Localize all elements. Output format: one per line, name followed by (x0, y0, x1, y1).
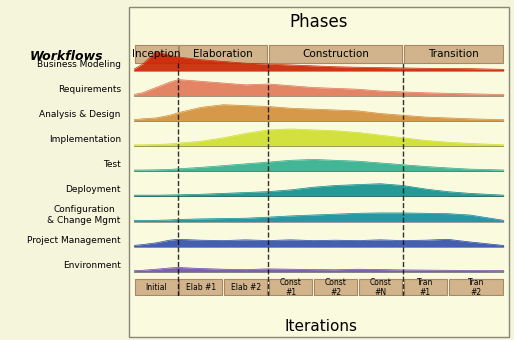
Text: Implementation: Implementation (49, 135, 121, 144)
Text: Elaboration: Elaboration (193, 49, 253, 59)
FancyBboxPatch shape (359, 279, 402, 295)
Text: Deployment: Deployment (65, 185, 121, 194)
Text: Configuration
& Change Mgmt: Configuration & Change Mgmt (47, 205, 121, 225)
Text: Environment: Environment (63, 261, 121, 270)
FancyBboxPatch shape (179, 46, 267, 63)
FancyBboxPatch shape (179, 279, 223, 295)
FancyBboxPatch shape (449, 279, 503, 295)
FancyBboxPatch shape (269, 279, 312, 295)
Text: Const
#2: Const #2 (324, 278, 346, 296)
Text: Iterations: Iterations (285, 319, 358, 334)
Text: Test: Test (103, 160, 121, 169)
FancyBboxPatch shape (403, 279, 447, 295)
Text: Initial: Initial (145, 283, 167, 292)
FancyBboxPatch shape (314, 279, 357, 295)
FancyBboxPatch shape (128, 7, 509, 337)
Text: Construction: Construction (302, 49, 369, 59)
FancyBboxPatch shape (269, 46, 402, 63)
FancyBboxPatch shape (135, 279, 178, 295)
Text: Tran
#2: Tran #2 (468, 278, 484, 296)
Text: Inception: Inception (132, 49, 180, 59)
Text: Transition: Transition (428, 49, 479, 59)
Text: Analysis & Design: Analysis & Design (40, 110, 121, 119)
FancyBboxPatch shape (135, 46, 178, 63)
Text: Project Management: Project Management (27, 236, 121, 245)
Text: Const
#1: Const #1 (280, 278, 302, 296)
Text: Workflows: Workflows (30, 50, 104, 63)
Text: Phases: Phases (289, 13, 348, 31)
FancyBboxPatch shape (403, 46, 503, 63)
Text: Elab #1: Elab #1 (186, 283, 216, 292)
Text: Const
#N: Const #N (370, 278, 391, 296)
Text: Business Modeling: Business Modeling (37, 59, 121, 69)
Text: Requirements: Requirements (58, 85, 121, 94)
FancyBboxPatch shape (224, 279, 267, 295)
Text: Elab #2: Elab #2 (231, 283, 261, 292)
Text: Tran
#1: Tran #1 (417, 278, 433, 296)
